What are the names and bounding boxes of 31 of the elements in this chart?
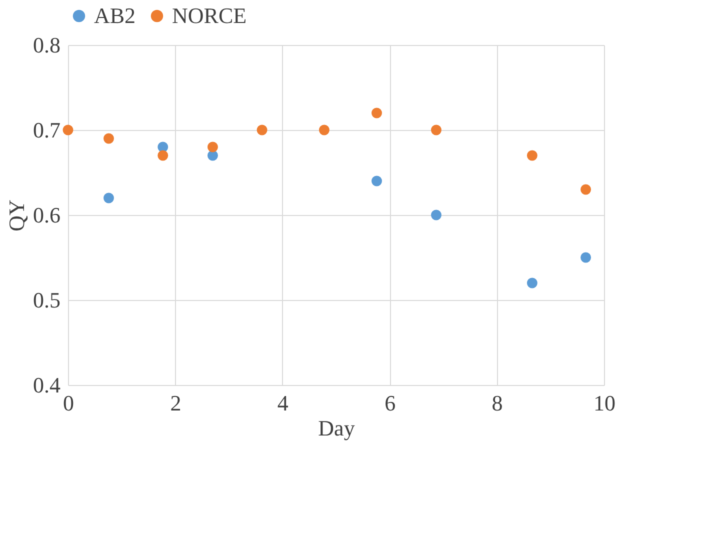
point (62, 124, 74, 136)
x-tick-label: 4 (277, 390, 288, 416)
point (103, 192, 114, 204)
point (207, 142, 218, 152)
y-tick-label: 0.6 (33, 202, 60, 228)
point (526, 278, 538, 288)
x-axis-title: Day (318, 416, 355, 440)
point (318, 124, 330, 136)
point (371, 108, 382, 118)
point (371, 176, 382, 186)
point (103, 133, 114, 144)
legend-label: AB2 (94, 3, 136, 28)
point (580, 252, 592, 263)
y-tick-label: 0.8 (33, 32, 60, 58)
point (580, 184, 592, 195)
point (207, 150, 218, 161)
y-tick-label: 0.5 (33, 288, 60, 312)
x-tick-label: 2 (170, 390, 182, 416)
y-tick-label: 0.4 (33, 372, 60, 398)
point (526, 150, 538, 161)
x-tick-label: 8 (492, 390, 503, 416)
point (158, 150, 168, 161)
point (256, 124, 268, 136)
legend-label: NORCE (172, 3, 247, 28)
y-axis-title: QY (4, 200, 29, 232)
x-tick-label: 10 (594, 390, 616, 416)
point (430, 210, 442, 220)
x-tick-label: 0 (63, 390, 74, 416)
point (430, 124, 442, 136)
x-tick-label: 6 (384, 390, 396, 416)
y-tick-label: 0.7 (33, 118, 60, 142)
